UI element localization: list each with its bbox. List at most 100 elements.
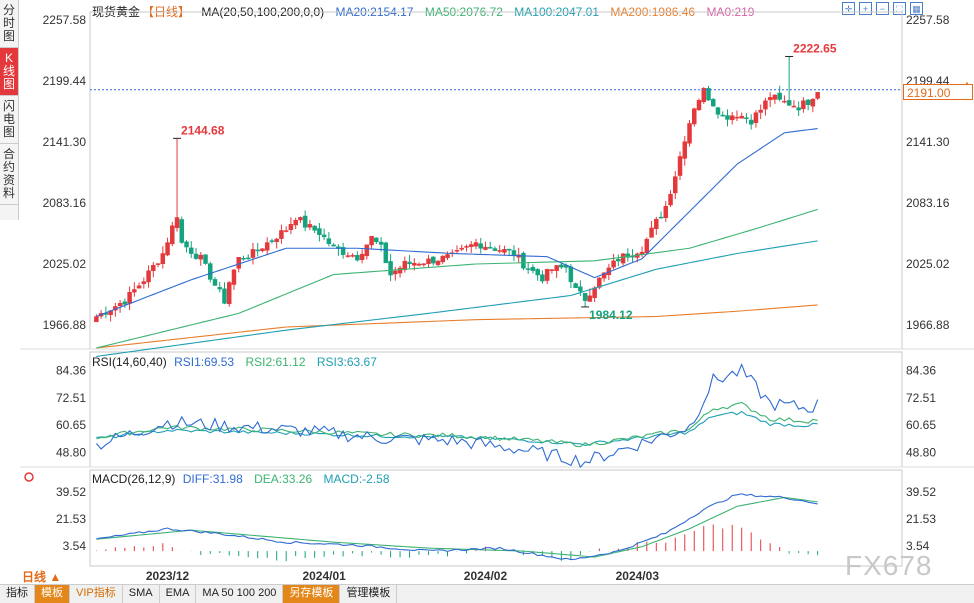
candle-body: [801, 100, 806, 110]
candle-body: [578, 286, 583, 292]
candle-body: [492, 248, 498, 251]
rsi1-value: RSI1:69.53: [174, 355, 235, 369]
candle-body: [725, 115, 730, 120]
candle-body: [715, 107, 721, 115]
candle-body: [777, 92, 782, 100]
tab-contract-info[interactable]: 合约资料: [0, 144, 18, 205]
candle-body: [668, 194, 673, 206]
candle-body: [753, 112, 759, 123]
candle-body: [454, 250, 460, 252]
price-annotation: 2222.65: [793, 41, 837, 55]
save-template-button[interactable]: 另存模板: [283, 585, 341, 603]
manage-template-button[interactable]: 管理模板: [340, 585, 398, 603]
period-selector[interactable]: 日线 ▲: [22, 570, 62, 584]
tab-kline-chart[interactable]: K线图: [0, 48, 18, 96]
candle-body: [407, 261, 412, 265]
watermark: FX678: [845, 550, 933, 581]
ma100-line: [96, 240, 818, 357]
candle-body: [687, 123, 692, 144]
tab-flash-chart[interactable]: 闪电图: [0, 96, 18, 144]
ma200-line: [96, 304, 818, 349]
ma20-line: [96, 128, 818, 318]
price-ytick-left: 2257.58: [43, 13, 87, 27]
candle-body: [729, 115, 735, 121]
candle-body: [388, 261, 393, 276]
candle-body: [127, 292, 132, 304]
candle-body: [293, 220, 298, 226]
candle-body: [260, 248, 265, 252]
macd-ytick-left: 3.54: [63, 539, 87, 553]
ema-button[interactable]: EMA: [160, 585, 197, 603]
candle-body: [616, 259, 621, 262]
candle-body: [805, 99, 811, 106]
candle-body: [710, 99, 716, 107]
candle-body: [222, 288, 227, 304]
macd-ytick-right: 3.54: [906, 539, 930, 553]
candle-body: [359, 253, 365, 260]
candle-body: [193, 253, 199, 259]
ma50-line: [96, 208, 818, 349]
template-button[interactable]: 模板: [35, 585, 70, 603]
bottom-toolbar: 指标 模板 VIP指标 SMA EMA MA 50 100 200 另存模板 管…: [0, 584, 974, 603]
candle-body: [582, 292, 588, 301]
zoom-in-icon[interactable]: +: [859, 2, 872, 15]
candle-body: [625, 253, 631, 258]
candle-body: [573, 283, 578, 289]
candle-body: [402, 260, 408, 271]
rsi-ytick-right: 60.65: [906, 418, 936, 432]
candle-body: [791, 105, 797, 108]
tab-time-chart[interactable]: 分时图: [0, 0, 18, 48]
rsi-ytick-left: 48.80: [56, 446, 86, 460]
rsi-params: RSI(14,60,40): [92, 355, 167, 369]
candle-body: [231, 269, 237, 285]
x-axis-label: 2024/03: [616, 569, 660, 583]
ma-preset-button[interactable]: MA 50 100 200: [196, 585, 284, 603]
crosshair-icon[interactable]: ✛: [842, 2, 855, 15]
candle-body: [117, 303, 123, 306]
candle-body: [654, 218, 659, 229]
candle-body: [179, 219, 185, 243]
macd-ytick-right: 21.53: [906, 512, 936, 526]
sma-button[interactable]: SMA: [123, 585, 160, 603]
tool-icons: ✛ + − ⛶ ▦: [842, 2, 923, 15]
x-axis-label: 2024/02: [464, 569, 508, 583]
price-ytick-left: 2199.44: [43, 74, 87, 88]
candle-body: [307, 224, 313, 228]
vip-indicator-button[interactable]: VIP指标: [70, 585, 123, 603]
candle-body: [502, 249, 507, 253]
zoom-out-icon[interactable]: −: [876, 2, 889, 15]
candle-body: [274, 238, 279, 243]
grid-icon[interactable]: ▦: [910, 2, 923, 15]
candle-body: [369, 235, 374, 246]
candle-body: [416, 263, 422, 266]
candle-body: [364, 244, 370, 257]
rsi2-line: [96, 401, 818, 448]
candle-body: [815, 92, 820, 99]
candle-body: [345, 255, 351, 257]
indicator-button[interactable]: 指标: [0, 585, 35, 603]
candle-body: [236, 257, 241, 269]
current-price-tag: 2191.00: [903, 84, 973, 100]
candle-body: [682, 141, 688, 159]
price-ytick-right: 2025.02: [906, 257, 950, 271]
candle-body: [592, 287, 597, 299]
candle-body: [326, 238, 332, 245]
candle-body: [141, 281, 147, 285]
candle-body: [217, 287, 222, 290]
candle-body: [701, 88, 706, 103]
candle-body: [739, 115, 744, 119]
candle-body: [288, 224, 294, 230]
candle-body: [696, 100, 702, 111]
candle-body: [540, 274, 545, 282]
candle-body: [421, 263, 427, 266]
candle-body: [298, 217, 303, 221]
candle-body: [374, 237, 379, 243]
fullscreen-icon[interactable]: ⛶: [893, 2, 906, 15]
candle-body: [426, 258, 431, 264]
x-axis-label: 2024/01: [302, 569, 346, 583]
rsi1-line: [95, 362, 819, 469]
settings-icon: [24, 472, 34, 482]
rsi3-line: [96, 410, 818, 446]
candle-body: [383, 242, 389, 264]
